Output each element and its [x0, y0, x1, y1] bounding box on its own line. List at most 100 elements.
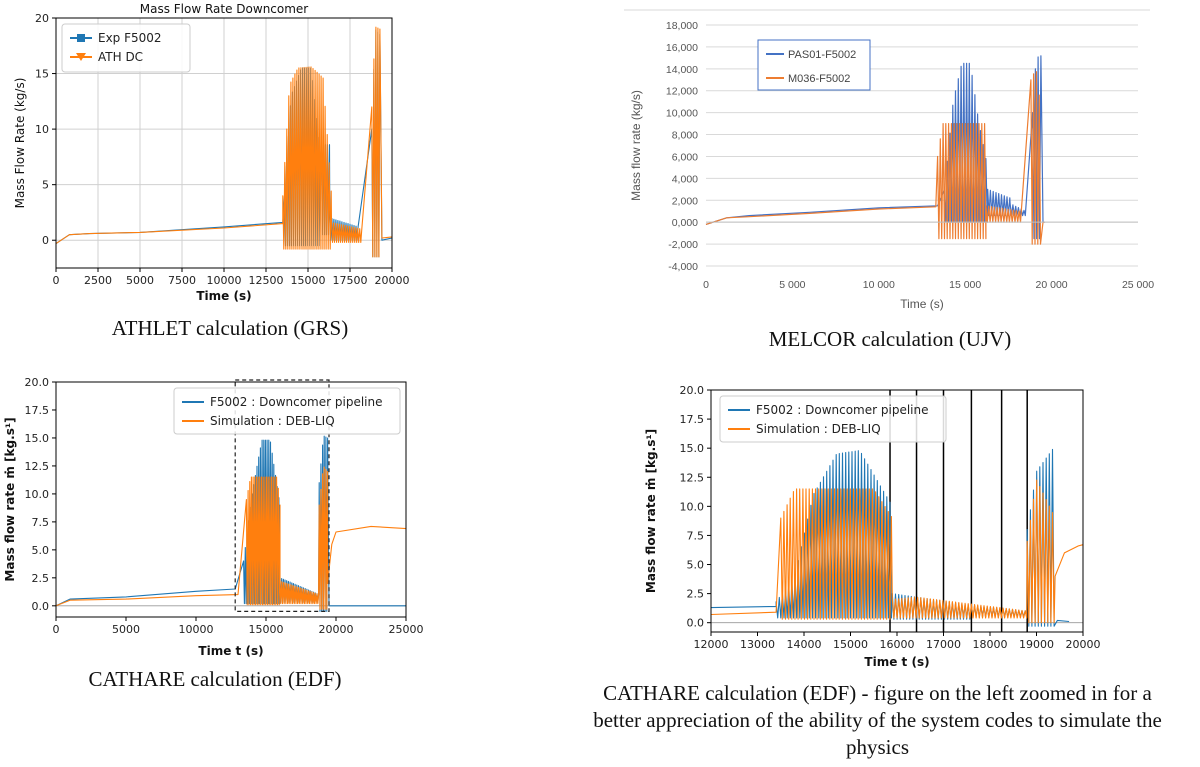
y-axis-label: Mass flow rate ṁ [kg.s¹]	[644, 429, 658, 593]
y-tick-label: 2.5	[32, 572, 50, 585]
y-tick-label: 20	[35, 12, 49, 25]
chart-cathare: 0 5000 10000 15000 20000 25000 0.0 2.5 5.0 7.5 10.…	[0, 368, 430, 663]
x-tick-label: 5000	[126, 274, 154, 287]
y-tick-label: 8,000	[672, 130, 698, 142]
legend-label-2: Simulation : DEB-LIQ	[756, 422, 881, 436]
x-tick-label: 19000	[1019, 638, 1054, 651]
y-tick-label: 20.0	[680, 384, 705, 397]
chart-title: Mass Flow Rate Downcomer	[140, 2, 309, 16]
y-tick-label: 5.0	[687, 559, 705, 572]
x-tick-label: 15 000	[949, 279, 981, 291]
x-tick-label: 13000	[740, 638, 775, 651]
y-tick-label: 7.5	[32, 516, 50, 529]
y-tick-label: 10.0	[680, 500, 705, 513]
y-tick-label: 16,000	[666, 42, 698, 54]
y-tick-label: 12.5	[25, 460, 50, 473]
x-tick-label: 25000	[389, 623, 424, 636]
y-tick-label: 14,000	[666, 64, 698, 76]
y-tick-label: 17.5	[680, 413, 705, 426]
series-line-2	[55, 466, 407, 610]
x-tick-label: 20000	[319, 623, 354, 636]
x-tick-label: 5000	[112, 623, 140, 636]
series-line-2	[55, 26, 393, 258]
x-tick-label: 7500	[168, 274, 196, 287]
legend-label-1: F5002 : Downcomer pipeline	[756, 403, 928, 417]
y-axis-label: Mass Flow Rate (kg/s)	[13, 78, 27, 209]
legend-box	[173, 387, 401, 435]
legend-box	[757, 39, 871, 91]
x-tick-label: 17500	[333, 274, 368, 287]
chart-melcor-svg: 0 5 000 10 000 15 000 20 000 25 000 -4,000 -2,0…	[624, 9, 1154, 311]
series-line-1	[55, 435, 406, 612]
x-tick-label: 18000	[973, 638, 1008, 651]
caption-athlet: ATHLET calculation (GRS)	[111, 316, 349, 340]
y-tick-label: 0	[42, 234, 49, 247]
x-tick-label: 10 000	[863, 279, 895, 291]
legend-label-2: ATH DC	[98, 50, 143, 64]
y-tick-label: 15.0	[25, 432, 50, 445]
y-tick-label: 5	[42, 179, 49, 192]
legend-label-1: Exp F5002	[98, 31, 162, 45]
y-axis-label: Mass flow rate (kg/s)	[629, 90, 643, 201]
chart-athlet-svg: 0 2500 5000 7500 10000 12500 15000 17500 20000 0 5…	[13, 2, 410, 303]
caption-cathare-zoom-line-1: CATHARE calculation (EDF) - figure on th…	[603, 681, 1152, 705]
y-tick-label: -4,000	[668, 261, 698, 273]
y-tick-label: 15	[35, 68, 49, 81]
y-tick-label: 6,000	[672, 151, 698, 163]
series-line-2	[705, 71, 1045, 245]
x-tick-label: 0	[703, 279, 709, 291]
x-tick-label: 12000	[694, 638, 729, 651]
chart-cathare-svg: 0 5000 10000 15000 20000 25000 0.0 2.5 5.0 7.5 10.…	[3, 376, 424, 658]
x-tick-label: 14000	[787, 638, 822, 651]
chart-melcor: 0 5 000 10 000 15 000 20 000 25 000 -4,000 -2,0…	[620, 0, 1160, 320]
caption-melcor: MELCOR calculation (UJV)	[768, 327, 1012, 351]
y-tick-label: 0.0	[32, 600, 50, 613]
x-tick-label: 12500	[249, 274, 284, 287]
y-tick-label: 0.0	[687, 617, 705, 630]
x-axis-label: Time (s)	[196, 289, 251, 303]
x-tick-label: 15000	[249, 623, 284, 636]
x-tick-label: 16000	[880, 638, 915, 651]
y-tick-label: 2,000	[672, 195, 698, 207]
legend-box	[719, 395, 947, 443]
y-axis-label: Mass flow rate ṁ [kg.s¹]	[3, 417, 17, 581]
y-tick-label: 15.0	[680, 442, 705, 455]
x-tick-label: 2500	[84, 274, 112, 287]
x-tick-label: 20000	[375, 274, 410, 287]
chart-cathare-zoom: 12000 13000 14000 15000 16000 17000 18000 19000…	[640, 378, 1101, 674]
x-tick-label: 0	[53, 623, 60, 636]
y-tick-label: 10	[35, 123, 49, 136]
plot-frame	[55, 381, 407, 618]
x-tick-label: 25 000	[1122, 279, 1154, 291]
legend-box	[61, 23, 191, 73]
x-axis-label: Time t (s)	[198, 644, 263, 658]
x-tick-label: 5 000	[779, 279, 805, 291]
x-tick-label: 17000	[926, 638, 961, 651]
legend-marker-square	[77, 34, 85, 42]
x-axis-label: Time t (s)	[864, 655, 929, 669]
y-tick-label: 7.5	[687, 529, 705, 542]
legend-label-1: PAS01-F5002	[788, 49, 856, 61]
x-axis-label: Time (s)	[900, 297, 944, 311]
y-tick-label: 10.0	[25, 488, 50, 501]
zoom-region-box	[234, 379, 330, 613]
caption-cathare-zoom-line-2: better appreciation of the ability of th…	[593, 708, 1162, 732]
y-tick-label: 20.0	[25, 376, 50, 389]
x-tick-label: 10000	[179, 623, 214, 636]
x-tick-label: 15000	[833, 638, 868, 651]
y-tick-label: 18,000	[666, 20, 698, 32]
y-tick-label: 0,000	[672, 217, 698, 229]
legend-label-2: M036-F5002	[788, 73, 850, 85]
legend-marker-triangle	[76, 53, 86, 61]
y-tick-label: 2.5	[687, 588, 705, 601]
legend-label-1: F5002 : Downcomer pipeline	[210, 395, 382, 409]
y-tick-label: 12.5	[680, 471, 705, 484]
caption-cathare: CATHARE calculation (EDF)	[88, 667, 342, 691]
y-tick-label: 17.5	[25, 404, 50, 417]
caption-cathare-zoom-line-3: physics	[846, 735, 909, 759]
y-tick-label: 12,000	[666, 86, 698, 98]
y-tick-label: -2,000	[668, 239, 698, 251]
caption-cathare-zoom: CATHARE calculation (EDF) - figure on th…	[555, 680, 1200, 761]
y-tick-label: 4,000	[672, 173, 698, 185]
x-tick-label: 0	[53, 274, 60, 287]
